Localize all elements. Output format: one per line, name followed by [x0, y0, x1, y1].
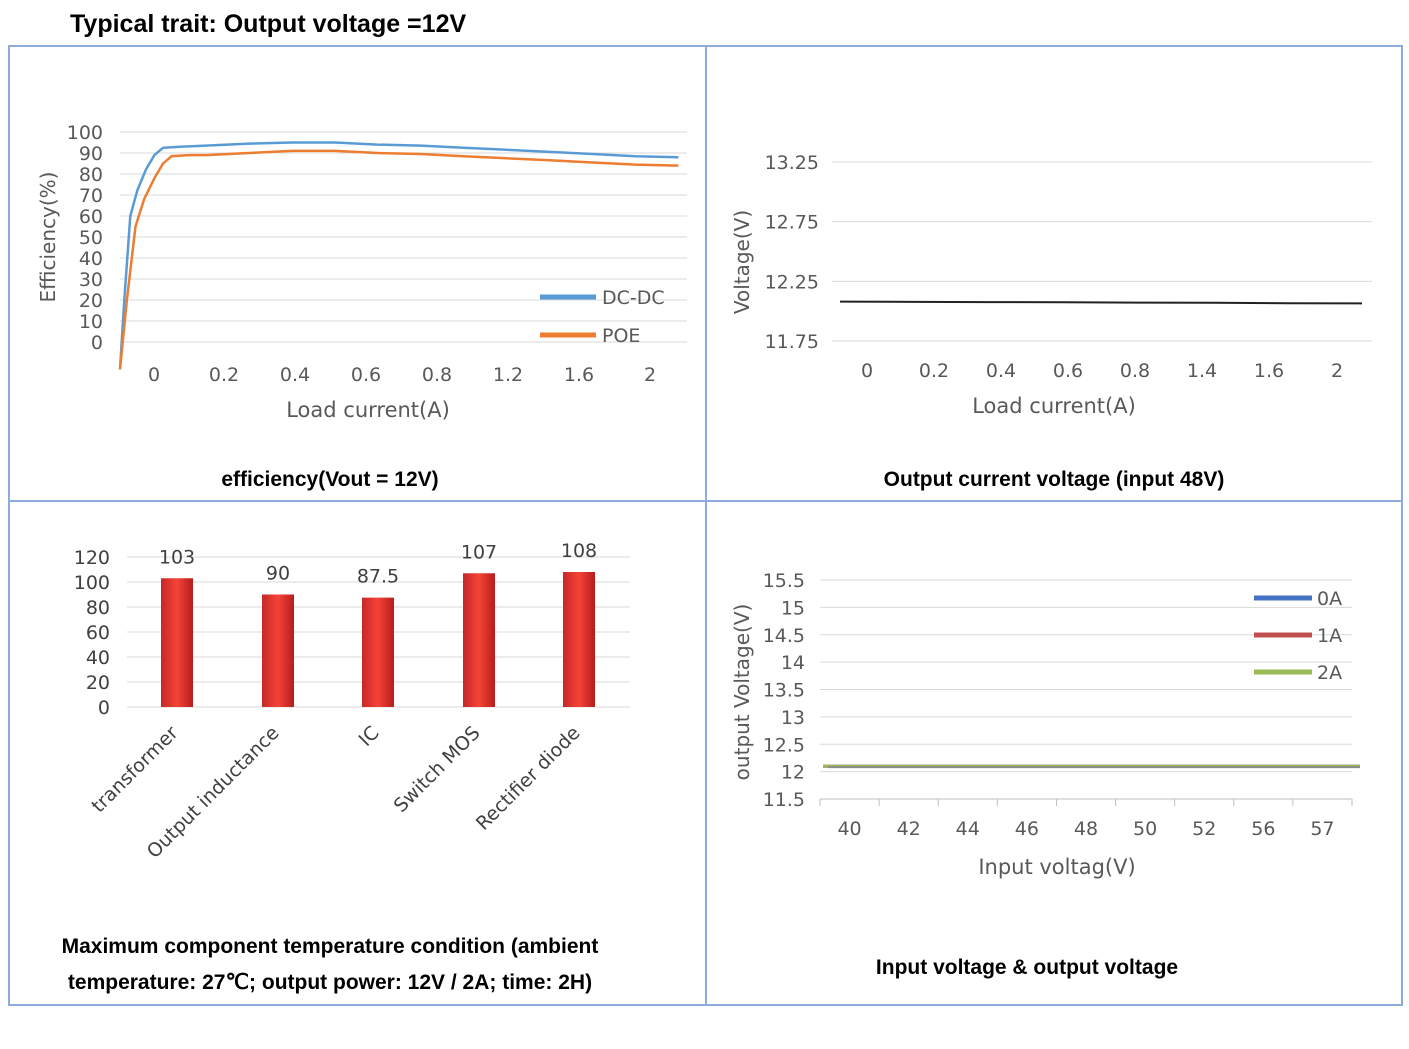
bar: [563, 572, 595, 707]
x-tick-label: 0.6: [351, 364, 381, 386]
x-tick-label: 1.2: [493, 364, 523, 386]
bar-value-label: 108: [561, 540, 597, 562]
x-tick-label: 0.2: [209, 364, 239, 386]
y-tick-label: 15: [781, 597, 805, 619]
y-tick-label: 14.5: [763, 625, 805, 647]
y-tick-label: 12: [781, 762, 805, 784]
y-tick-label: 0: [91, 332, 103, 354]
series-line-dc-dc: [118, 141, 679, 370]
y-tick-label: 100: [74, 572, 110, 594]
x-tick-label: 0: [148, 364, 160, 386]
y-tick-label: 80: [86, 597, 110, 619]
bar-value-label: 87.5: [357, 566, 399, 588]
x-tick-label: 42: [897, 818, 921, 840]
category-label: transformer: [87, 722, 182, 817]
y-tick-label: 20: [79, 290, 103, 312]
output-current-panel: 13.25 12.75 12.25 11.75 0 0.2 0.4 0.6 0.8 1.4 1.6 2…: [707, 47, 1401, 502]
y-tick-label: 100: [67, 122, 103, 144]
input-output-caption: Input voltage & output voltage: [875, 956, 1179, 979]
x-tick-label: 0.2: [919, 360, 949, 382]
y-tick-label: 12.5: [763, 734, 805, 756]
output-current-chart: 13.25 12.75 12.25 11.75 0 0.2 0.4 0.6 0.8 1.4 1.6 2…: [730, 152, 1372, 418]
x-tick-label: 40: [837, 818, 861, 840]
y-tick-label: 20: [86, 672, 110, 694]
x-tick-label: 1.6: [564, 364, 594, 386]
legend-label: 1A: [1317, 625, 1342, 647]
x-axis-title: Input voltag(V): [978, 855, 1135, 879]
y-axis-title: output Voltage(V): [730, 604, 754, 781]
y-tick-label: 11.75: [765, 331, 819, 353]
bar: [262, 594, 294, 707]
legend-label: 2A: [1317, 662, 1342, 684]
input-output-panel: 15.5 15 14.5 14 13.5 13 12.5 12 11.5 40 42 44 46 48 50…: [707, 502, 1401, 1004]
x-tick-label: 0.8: [422, 364, 452, 386]
y-tick-label: 70: [79, 185, 103, 207]
y-tick-label: 50: [79, 227, 103, 249]
y-tick-label: 13.5: [763, 680, 805, 702]
x-tick-label: 44: [956, 818, 980, 840]
x-tick-label: 52: [1192, 818, 1216, 840]
y-tick-label: 13: [781, 707, 805, 729]
voltage-line: [839, 300, 1363, 305]
efficiency-panel: 100 90 80 70 60 50 40 30 20 10 0 0 0.2 0.4 0.6 0.8 1.2 1.…: [10, 47, 707, 502]
y-tick-label: 15.5: [763, 570, 805, 592]
category-label: IC: [355, 722, 384, 751]
x-axis-title: Load current(A): [286, 398, 450, 422]
series-line-poe: [118, 149, 679, 370]
y-tick-label: 10: [79, 311, 103, 333]
temperature-caption-line1: Maximum component temperature condition …: [61, 935, 599, 958]
y-tick-label: 30: [79, 269, 103, 291]
x-tick-label: 1.6: [1254, 360, 1284, 382]
efficiency-caption: efficiency(Vout = 12V): [221, 468, 439, 491]
y-axis-title: Voltage(V): [730, 210, 754, 314]
x-tick-label: 2: [644, 364, 656, 386]
bar: [161, 578, 193, 707]
bar-value-label: 103: [159, 546, 195, 568]
chart-grid: 100 90 80 70 60 50 40 30 20 10 0 0 0.2 0.4 0.6 0.8 1.2 1.…: [8, 45, 1403, 1006]
temperature-panel: 120 100 80 60 40 20 0 103 transformer 90 Output in…: [10, 502, 707, 1004]
y-tick-label: 0: [98, 697, 110, 719]
x-tick-label: 0.4: [986, 360, 1016, 382]
y-tick-label: 40: [79, 248, 103, 270]
y-tick-label: 12.75: [765, 212, 819, 234]
output-current-caption: Output current voltage (input 48V): [883, 468, 1225, 491]
y-tick-label: 40: [86, 647, 110, 669]
legend-label: POE: [602, 325, 640, 347]
category-label: Switch MOS: [390, 722, 485, 817]
y-tick-label: 90: [79, 143, 103, 165]
y-tick-label: 14: [781, 652, 805, 674]
legend-label: DC-DC: [602, 287, 665, 309]
x-tick-label: 0.8: [1120, 360, 1150, 382]
bar: [463, 573, 495, 707]
x-tick-label: 50: [1133, 818, 1157, 840]
y-axis-title: Efficiency(%): [36, 172, 60, 303]
input-output-chart: 15.5 15 14.5 14 13.5 13 12.5 12 11.5 40 42 44 46 48 50…: [730, 570, 1360, 879]
x-tick-label: 0.6: [1053, 360, 1083, 382]
x-tick-label: 56: [1251, 818, 1275, 840]
x-tick-label: 0: [861, 360, 873, 382]
x-tick-label: 0.4: [280, 364, 310, 386]
y-tick-label: 60: [79, 206, 103, 228]
y-tick-label: 11.5: [763, 789, 805, 811]
y-tick-label: 80: [79, 164, 103, 186]
bar-value-label: 107: [461, 541, 497, 563]
x-tick-label: 1.4: [1187, 360, 1217, 382]
page-heading: Typical trait: Output voltage =12V: [70, 10, 467, 38]
y-tick-label: 12.25: [765, 271, 819, 293]
y-tick-label: 13.25: [765, 152, 819, 174]
x-tick-label: 48: [1074, 818, 1098, 840]
legend-label: 0A: [1317, 588, 1342, 610]
category-label: Rectifier diode: [472, 722, 585, 835]
bar-value-label: 90: [266, 563, 290, 585]
x-axis-title: Load current(A): [972, 394, 1136, 418]
bar: [362, 597, 394, 707]
x-tick-label: 57: [1310, 818, 1334, 840]
temperature-caption-line2: temperature: 27℃; output power: 12V / 2A…: [67, 971, 593, 994]
y-tick-label: 120: [74, 547, 110, 569]
x-tick-label: 46: [1015, 818, 1039, 840]
x-tick-label: 2: [1331, 360, 1343, 382]
y-tick-label: 60: [86, 622, 110, 644]
